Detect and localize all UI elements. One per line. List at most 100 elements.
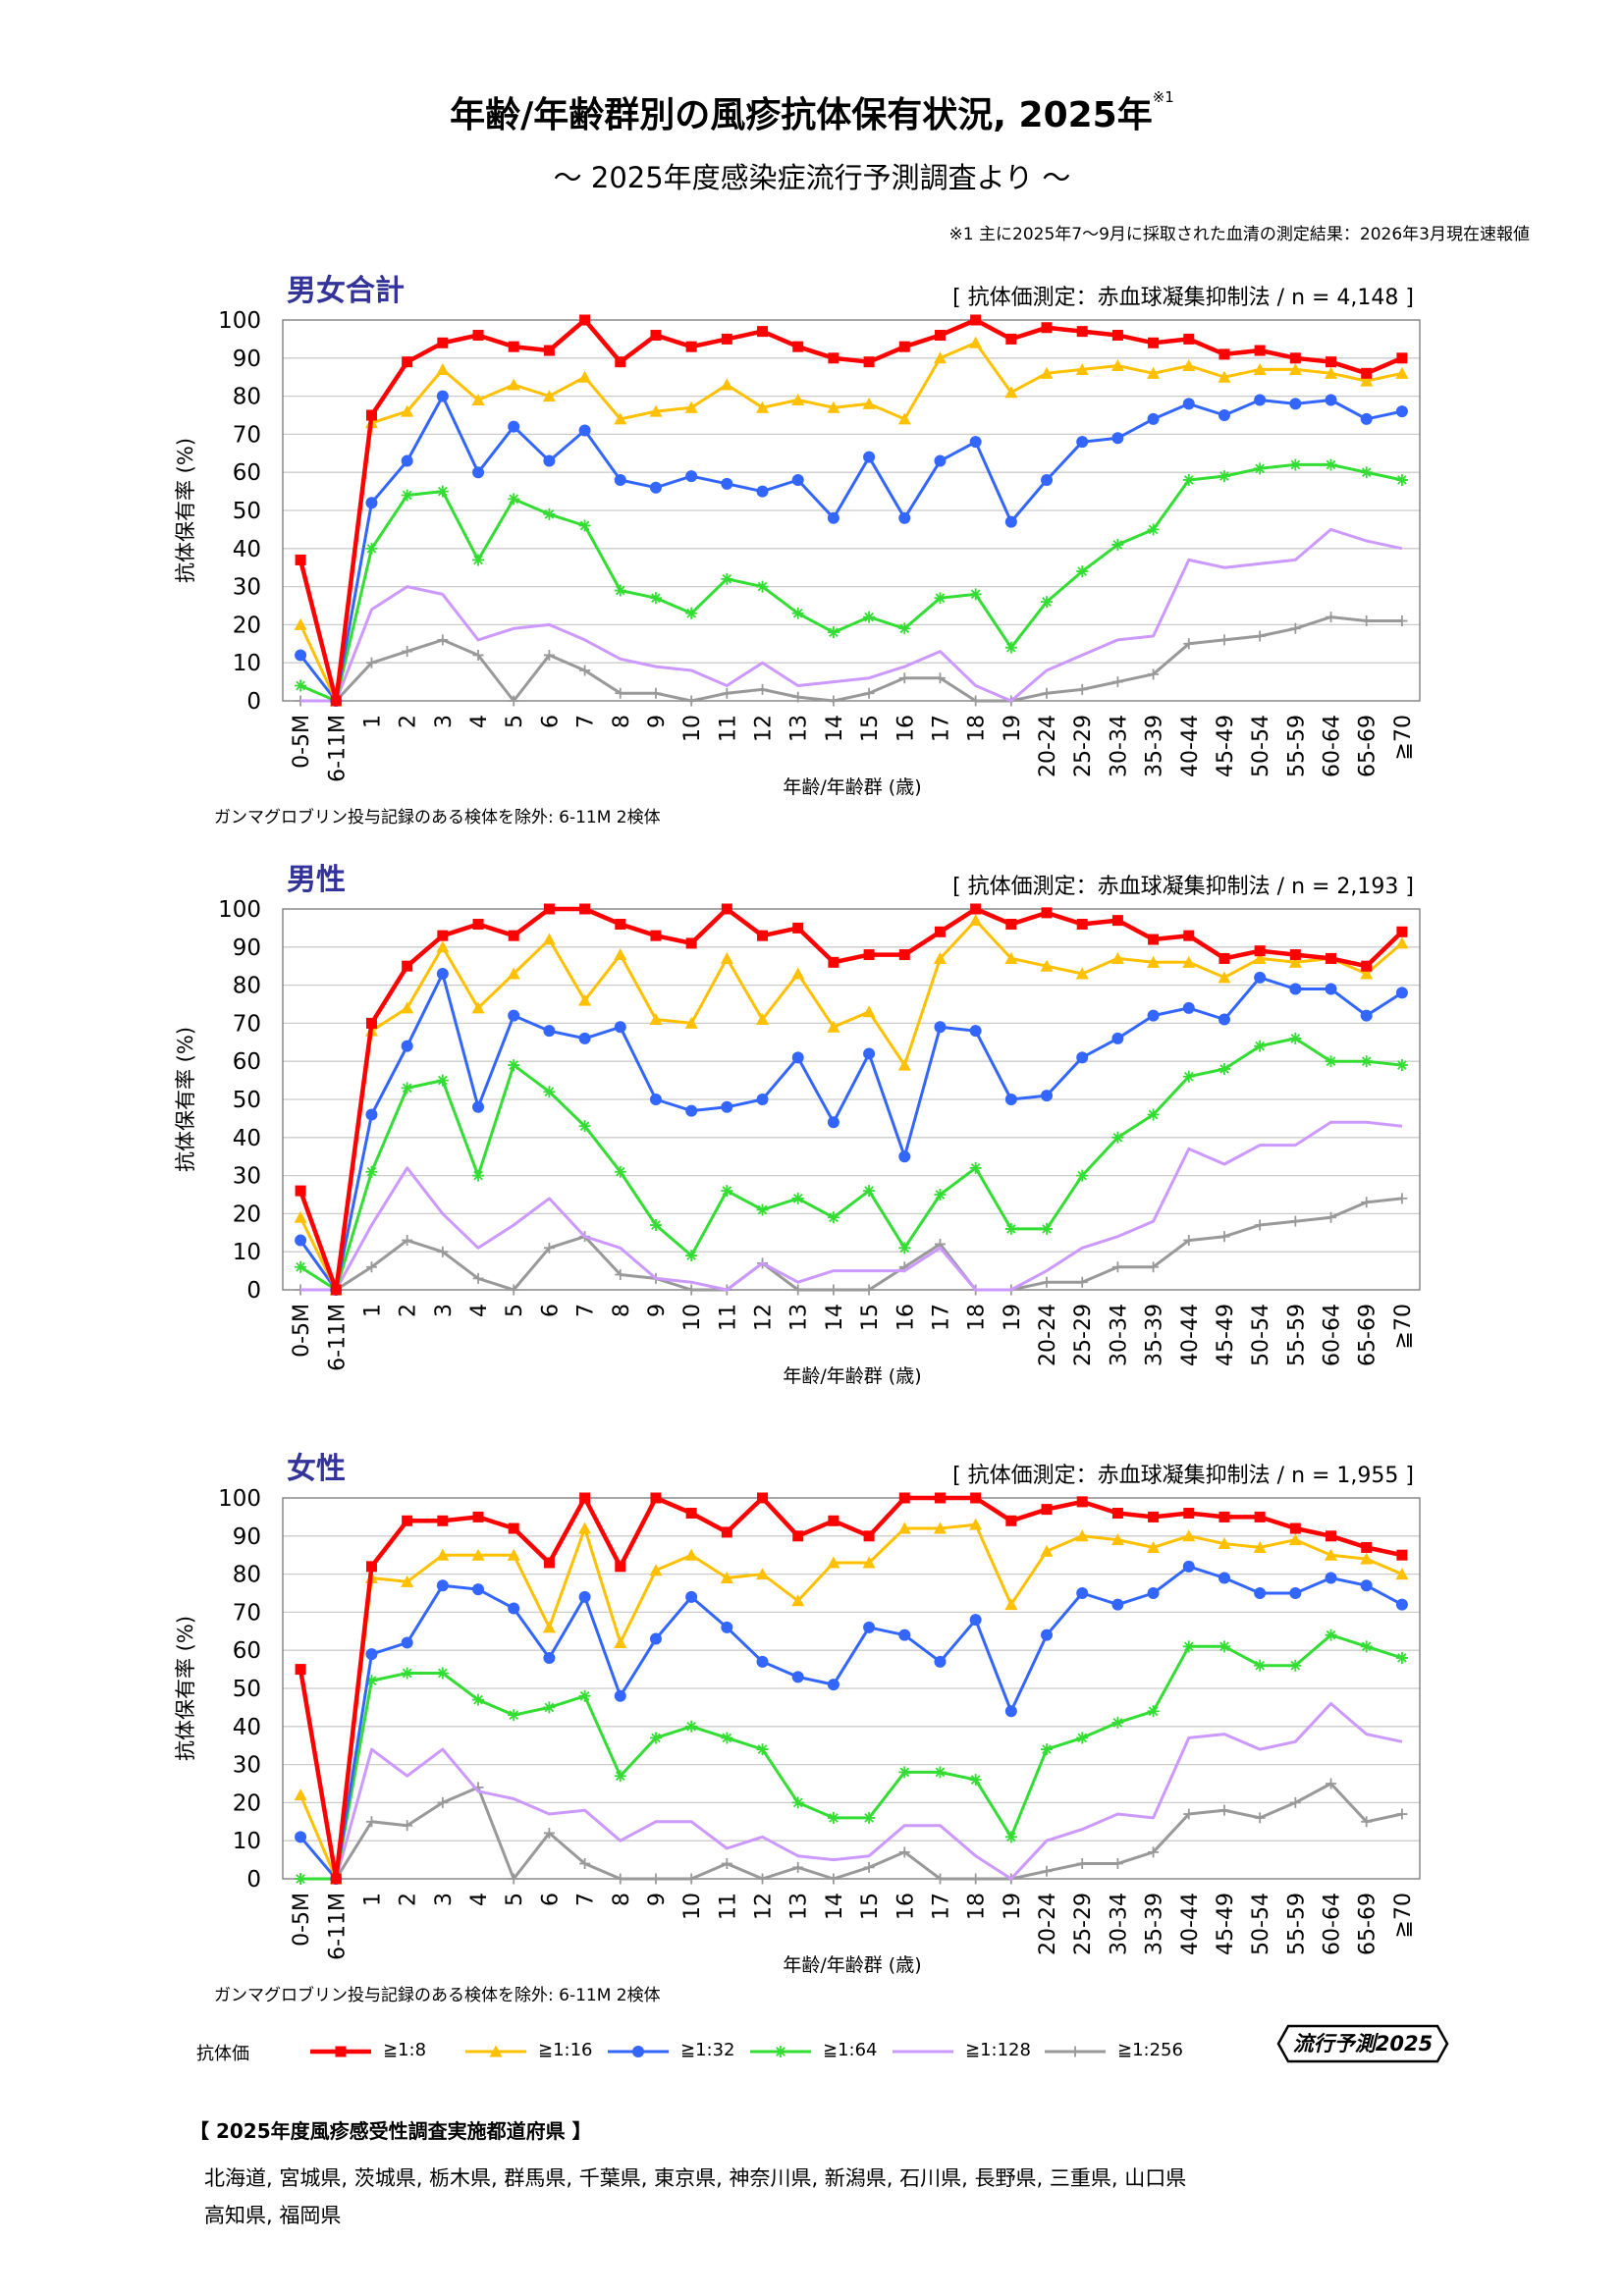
chart-female-point-16 — [578, 1522, 592, 1534]
chart-female-point-256 — [792, 1861, 804, 1873]
chart-female-ytick-label: 50 — [233, 1677, 261, 1702]
chart-male-xtick-label: 40-44 — [1178, 1304, 1203, 1366]
chart-male: 男性 [ 抗体価測定：赤血球凝集抑制法 / n = 2,193 ] 0 10 20 30 4… — [174, 863, 1421, 1387]
chart-male-point-256 — [1361, 1197, 1373, 1208]
chart-female-point-8 — [934, 1492, 946, 1504]
chart-male-xtick-label: 35-39 — [1143, 1304, 1167, 1366]
chart-male-xtick-label: 16 — [893, 1304, 918, 1331]
chart-total-point-16 — [436, 362, 450, 375]
chart-total-point-8 — [685, 341, 697, 352]
chart-male-point-64 — [721, 1185, 733, 1198]
chart-female-point-256 — [934, 1873, 946, 1885]
chart-male-point-32 — [614, 1021, 626, 1034]
chart-total-point-8 — [330, 695, 342, 707]
chart-male-point-8 — [1148, 934, 1160, 945]
chart-female-point-64 — [791, 1796, 804, 1809]
chart-male-ylabel: 抗体保有率 (%) — [174, 1027, 197, 1172]
chart-female-point-64 — [1182, 1640, 1195, 1653]
chart-total-point-32 — [1004, 515, 1017, 528]
chart-total-point-32 — [791, 473, 804, 486]
chart-total: 男女合計 [ 抗体価測定：赤血球凝集抑制法 / n = 4,148 ] 0 10 20 3… — [174, 274, 1421, 798]
chart-female-xtick-label: 2 — [397, 1893, 421, 1906]
chart-male-xtick-label: 6 — [538, 1304, 563, 1317]
chart-total-point-16 — [897, 412, 911, 425]
chart-total-line-64 — [299, 462, 1403, 703]
legend-swatch-8 — [310, 2046, 371, 2057]
chart-female-series-64 — [295, 1629, 1408, 1885]
chart-female-point-64 — [1004, 1831, 1017, 1843]
chart-male-xtick-label: 13 — [787, 1304, 812, 1331]
legend-marker-32 — [632, 2046, 644, 2057]
chart-male-series-128 — [300, 1120, 1403, 1292]
chart-female-point-8 — [685, 1508, 697, 1520]
chart-female-point-8 — [757, 1492, 769, 1504]
chart-female-point-8 — [863, 1530, 875, 1542]
chart-total-point-8 — [1183, 333, 1195, 345]
chart-male-xtick-label: 1 — [360, 1304, 385, 1317]
chart-male-point-16 — [1395, 936, 1409, 949]
chart-male-line-8 — [298, 906, 1404, 1293]
chart-male-point-32 — [898, 1150, 911, 1163]
chart-male-point-32 — [1254, 971, 1267, 984]
chart-total-point-64 — [401, 489, 413, 502]
chart-total-point-32 — [401, 454, 413, 467]
chart-male-point-32 — [365, 1108, 378, 1121]
chart-female-xtick-label: 6 — [538, 1893, 563, 1906]
chart-total-point-8 — [1041, 322, 1053, 334]
chart-total-xtick-label: 65-69 — [1356, 715, 1380, 777]
chart-total-point-8 — [615, 356, 626, 368]
chart-female-point-64 — [401, 1667, 413, 1680]
chart-male-point-64 — [649, 1219, 662, 1232]
chart-total-point-32 — [863, 451, 876, 463]
chart-total-point-32 — [508, 420, 520, 433]
chart-total-ylabel: 抗体保有率 (%) — [174, 438, 197, 583]
chart-male-point-64 — [543, 1086, 556, 1098]
chart-female-point-64 — [1147, 1705, 1160, 1718]
chart-male-xtick-label: 6-11M — [325, 1304, 350, 1371]
chart-male-point-8 — [721, 903, 732, 915]
chart-female-point-64 — [756, 1743, 769, 1756]
chart-male-point-16 — [1040, 959, 1054, 972]
chart-total-point-32 — [295, 649, 307, 662]
chart-total-point-8 — [402, 356, 413, 368]
chart-female-point-8 — [543, 1557, 555, 1569]
chart-total-plot-frame — [282, 319, 1421, 702]
chart-total-point-64 — [898, 622, 911, 635]
chart-female-point-16 — [649, 1564, 663, 1576]
chart-total-point-32 — [1325, 394, 1337, 406]
chart-female-point-256 — [721, 1857, 732, 1869]
chart-female-point-8 — [1254, 1511, 1266, 1522]
chart-male-point-8 — [579, 903, 591, 915]
chart-male-xtick-label: 55-59 — [1284, 1304, 1309, 1366]
chart-female-xtick-label: 20-24 — [1036, 1893, 1060, 1955]
chart-male-series-32 — [295, 967, 1408, 1296]
chart-female-ytick-label: 100 — [218, 1486, 261, 1512]
chart-female-point-8 — [721, 1526, 732, 1538]
chart-male-point-8 — [1361, 960, 1373, 972]
chart-male-ytick-label: 70 — [233, 1011, 261, 1037]
chart-female-point-64 — [649, 1732, 662, 1744]
chart-female-point-16 — [897, 1522, 911, 1534]
chart-total-line-128 — [300, 527, 1403, 703]
chart-female-ytick-label: 10 — [233, 1829, 261, 1854]
chart-female-point-8 — [650, 1492, 662, 1504]
chart-female-point-32 — [1147, 1587, 1160, 1599]
chart-female-ytick-label: 80 — [233, 1563, 261, 1588]
chart-female-xtick-label: 35-39 — [1143, 1893, 1167, 1955]
chart-female-point-32 — [614, 1689, 626, 1702]
chart-total-xtick-label: 4 — [467, 715, 492, 728]
chart-male-point-64 — [685, 1250, 698, 1262]
chart-male-ytick-label: 100 — [218, 897, 261, 923]
chart-female-point-8 — [1076, 1496, 1088, 1508]
chart-female-point-32 — [721, 1621, 733, 1633]
chart-female-point-32 — [1360, 1579, 1373, 1592]
chart-total-xtick-label: 5 — [503, 715, 527, 728]
chart-female-point-16 — [1004, 1598, 1018, 1611]
chart-male-xtick-label: 12 — [752, 1304, 777, 1331]
page-title-text: 年齢/年齢群別の風疹抗体保有状況, 2025年 — [450, 95, 1153, 135]
chart-male-xtick-label: 60-64 — [1321, 1304, 1345, 1366]
chart-female-point-32 — [1325, 1572, 1337, 1584]
chart-female-point-32 — [1395, 1598, 1408, 1611]
chart-male-point-8 — [1254, 945, 1266, 957]
chart-male-point-16 — [1182, 955, 1196, 968]
